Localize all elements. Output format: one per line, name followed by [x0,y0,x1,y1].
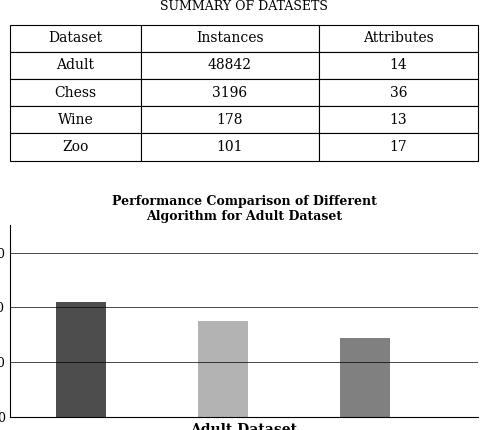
Text: Chess: Chess [54,86,97,100]
Text: Wine: Wine [58,113,93,127]
FancyBboxPatch shape [10,25,141,52]
Text: Instances: Instances [196,31,264,45]
FancyBboxPatch shape [141,133,319,160]
FancyBboxPatch shape [141,106,319,133]
Text: 3196: 3196 [212,86,247,100]
FancyBboxPatch shape [10,106,141,133]
Text: 36: 36 [390,86,407,100]
FancyBboxPatch shape [141,25,319,52]
Text: SUMMARY OF DATASETS: SUMMARY OF DATASETS [160,0,328,13]
FancyBboxPatch shape [10,133,141,160]
Text: Zoo: Zoo [62,140,88,154]
FancyBboxPatch shape [319,52,478,79]
FancyBboxPatch shape [319,79,478,106]
Text: 48842: 48842 [208,58,252,73]
FancyBboxPatch shape [319,106,478,133]
FancyBboxPatch shape [319,25,478,52]
Text: 14: 14 [390,58,407,73]
Bar [198,321,247,417]
Text: Dataset: Dataset [48,31,102,45]
Text: Adult: Adult [56,58,94,73]
FancyBboxPatch shape [141,79,319,106]
Bar [340,338,389,417]
FancyBboxPatch shape [10,52,141,79]
Text: 17: 17 [390,140,407,154]
FancyBboxPatch shape [10,79,141,106]
X-axis label: Adult Dataset: Adult Dataset [190,423,298,430]
FancyBboxPatch shape [319,133,478,160]
Text: 13: 13 [390,113,407,127]
Text: Attributes: Attributes [363,31,434,45]
FancyBboxPatch shape [141,52,319,79]
Bar [56,302,105,417]
Title: Performance Comparison of Different
Algorithm for Adult Dataset: Performance Comparison of Different Algo… [112,194,376,223]
Text: 101: 101 [217,140,243,154]
Text: 178: 178 [217,113,243,127]
